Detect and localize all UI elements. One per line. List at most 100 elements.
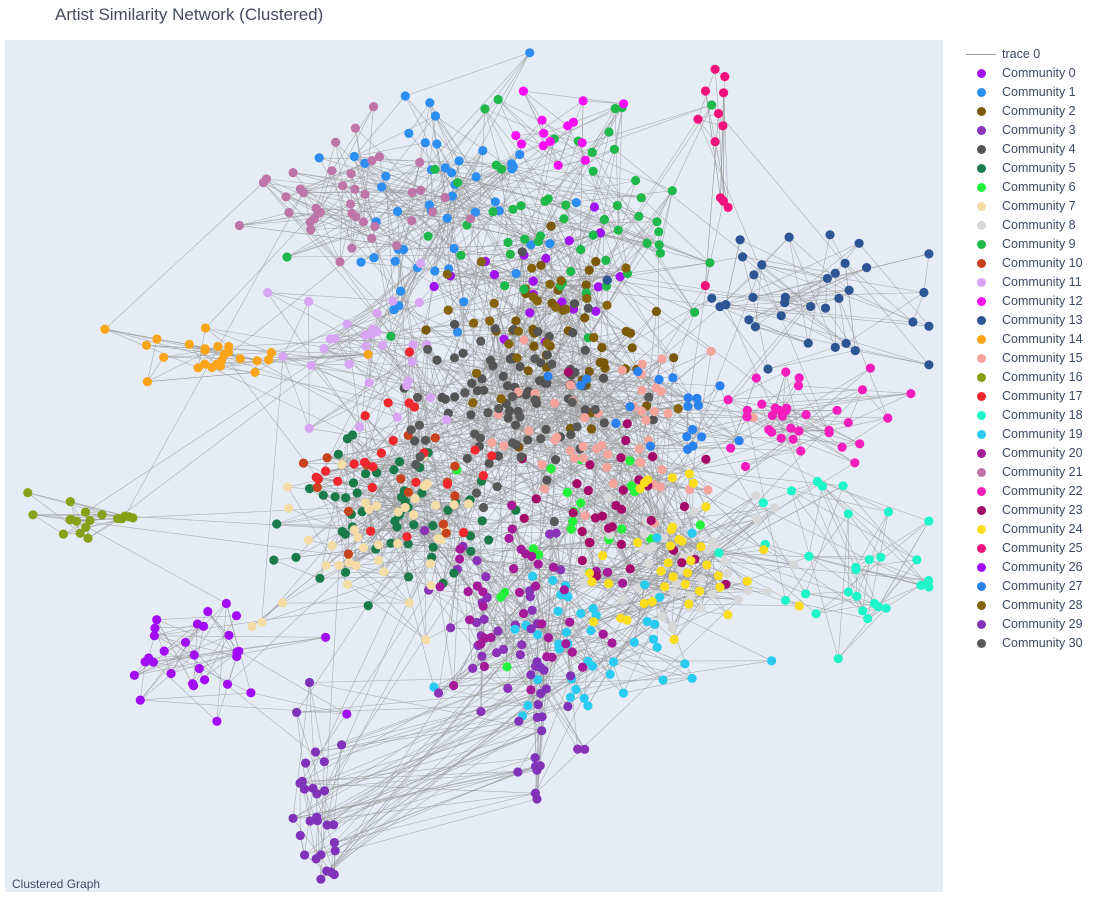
node-point[interactable] (566, 266, 576, 277)
node-point[interactable] (589, 617, 599, 627)
node-point[interactable] (523, 700, 533, 711)
node-point[interactable] (751, 373, 761, 383)
node-point[interactable] (493, 94, 503, 105)
node-point[interactable] (723, 395, 733, 405)
node-point[interactable] (503, 237, 513, 248)
node-point[interactable] (613, 225, 623, 235)
node-point[interactable] (652, 533, 662, 543)
node-point[interactable] (374, 555, 384, 566)
node-point[interactable] (432, 139, 442, 149)
node-point[interactable] (341, 493, 351, 503)
legend-item[interactable]: Community 17 (966, 387, 1083, 406)
node-point[interactable] (696, 603, 706, 614)
legend-item[interactable]: Community 18 (966, 406, 1083, 425)
node-point[interactable] (750, 322, 761, 332)
node-point[interactable] (511, 420, 521, 430)
node-point[interactable] (516, 452, 526, 462)
node-point[interactable] (590, 513, 601, 523)
node-point[interactable] (604, 127, 614, 137)
node-point[interactable] (413, 392, 423, 402)
node-point[interactable] (519, 513, 529, 523)
node-point[interactable] (502, 662, 512, 672)
node-point[interactable] (850, 346, 860, 356)
node-point[interactable] (430, 111, 440, 121)
node-point[interactable] (720, 556, 730, 567)
node-point[interactable] (479, 661, 489, 672)
node-point[interactable] (416, 185, 426, 195)
node-point[interactable] (582, 293, 592, 303)
node-point[interactable] (550, 455, 561, 465)
node-point[interactable] (588, 603, 598, 614)
node-point[interactable] (368, 324, 378, 334)
node-point[interactable] (553, 160, 563, 170)
node-point[interactable] (423, 344, 433, 354)
node-point[interactable] (442, 269, 452, 279)
node-point[interactable] (310, 747, 321, 757)
node-point[interactable] (689, 507, 699, 517)
node-point[interactable] (503, 381, 513, 391)
node-point[interactable] (356, 257, 366, 267)
node-point[interactable] (422, 479, 433, 489)
node-point[interactable] (873, 602, 884, 612)
node-point[interactable] (553, 606, 563, 616)
node-point[interactable] (344, 359, 354, 369)
node-point[interactable] (75, 528, 85, 538)
node-point[interactable] (595, 228, 606, 238)
legend-item[interactable]: Community 0 (966, 64, 1083, 83)
legend-item[interactable]: Community 5 (966, 159, 1083, 178)
node-point[interactable] (221, 598, 231, 609)
node-point[interactable] (377, 341, 387, 351)
node-point[interactable] (423, 231, 433, 241)
node-point[interactable] (470, 207, 481, 217)
node-point[interactable] (591, 306, 601, 316)
node-point[interactable] (513, 767, 523, 777)
node-point[interactable] (426, 392, 436, 403)
node-point[interactable] (494, 403, 504, 414)
node-point[interactable] (305, 217, 315, 227)
node-point[interactable] (503, 413, 513, 423)
node-point[interactable] (924, 249, 934, 259)
node-point[interactable] (767, 410, 777, 421)
node-point[interactable] (295, 830, 305, 841)
node-point[interactable] (330, 492, 340, 502)
node-point[interactable] (417, 488, 427, 498)
node-point[interactable] (234, 646, 244, 656)
node-point[interactable] (697, 432, 707, 442)
node-point[interactable] (559, 214, 569, 224)
node-point[interactable] (591, 256, 601, 267)
node-point[interactable] (493, 451, 504, 461)
node-point[interactable] (858, 606, 868, 616)
node-point[interactable] (374, 540, 384, 550)
node-point[interactable] (850, 458, 860, 468)
node-point[interactable] (639, 598, 649, 609)
node-point[interactable] (916, 580, 926, 590)
node-point[interactable] (780, 298, 790, 308)
node-point[interactable] (303, 535, 313, 545)
node-point[interactable] (601, 255, 611, 265)
node-point[interactable] (319, 786, 330, 796)
node-point[interactable] (757, 260, 767, 270)
node-point[interactable] (611, 418, 621, 428)
node-point[interactable] (487, 451, 497, 461)
node-point[interactable] (667, 473, 678, 483)
node-point[interactable] (194, 663, 204, 674)
legend-item[interactable]: Community 24 (966, 520, 1083, 539)
node-point[interactable] (669, 634, 679, 645)
node-point[interactable] (531, 581, 541, 591)
node-point[interactable] (250, 367, 260, 377)
node-point[interactable] (665, 541, 676, 551)
node-point[interactable] (794, 426, 804, 436)
node-point[interactable] (609, 144, 620, 154)
node-point[interactable] (677, 558, 687, 568)
node-point[interactable] (377, 182, 387, 192)
legend-item[interactable]: Community 16 (966, 368, 1083, 387)
node-point[interactable] (335, 257, 345, 267)
node-point[interactable] (508, 204, 518, 214)
node-point[interactable] (587, 577, 597, 587)
node-point[interactable] (400, 91, 410, 101)
node-point[interactable] (533, 327, 543, 337)
node-point[interactable] (767, 656, 777, 666)
node-point[interactable] (321, 466, 331, 476)
node-point[interactable] (513, 326, 523, 336)
node-point[interactable] (578, 96, 588, 106)
